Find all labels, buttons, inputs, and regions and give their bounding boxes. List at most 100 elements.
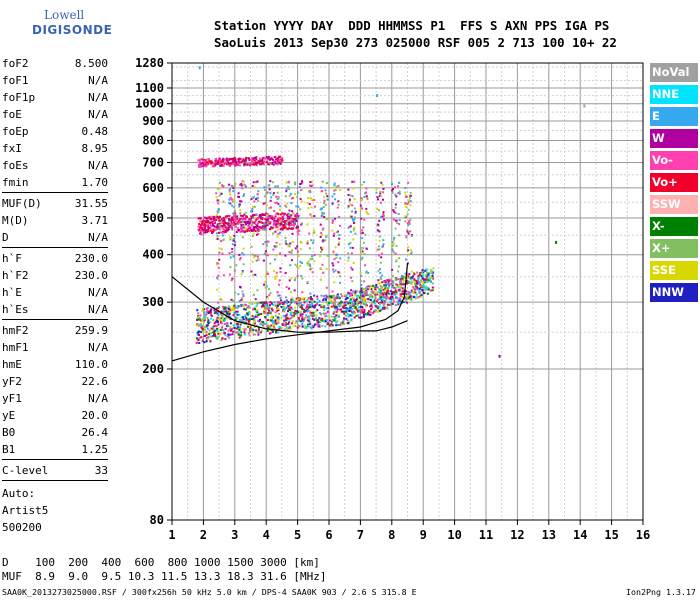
echo-dot	[378, 282, 381, 285]
echo-dot	[285, 314, 288, 317]
echo-dot	[204, 226, 207, 229]
echo-dot	[216, 210, 219, 213]
x-tick-label: 10	[447, 528, 461, 542]
echo-dot	[424, 287, 427, 290]
echo-dot	[334, 316, 337, 319]
echo-dot	[421, 273, 424, 276]
echo-dot	[424, 279, 427, 282]
echo-dot	[291, 296, 294, 299]
echo-dot	[409, 200, 412, 203]
echo-dot	[197, 217, 200, 220]
echo-dot	[427, 273, 430, 276]
echo-dot	[300, 304, 303, 307]
echo-dot	[420, 285, 423, 288]
echo-dot	[334, 310, 337, 313]
echo-dot	[407, 208, 410, 211]
echo-dot	[293, 220, 296, 223]
echo-dot	[284, 272, 287, 275]
echo-dot	[199, 331, 202, 334]
echo-dot	[316, 295, 319, 298]
echo-dot	[297, 300, 300, 303]
echo-dot	[234, 291, 237, 294]
echo-dot	[290, 277, 293, 280]
echo-dot	[377, 245, 380, 248]
echo-dot	[230, 221, 233, 224]
echo-dot	[413, 289, 416, 292]
echo-dot	[264, 224, 267, 227]
echo-dot	[347, 292, 350, 295]
echo-dot	[284, 236, 287, 239]
echo-dot	[238, 258, 241, 261]
echo-dot	[364, 292, 367, 295]
echo-dot	[271, 158, 274, 161]
echo-dot	[233, 214, 236, 217]
echo-dot	[236, 313, 239, 316]
x-tick-label: 4	[263, 528, 270, 542]
echo-dot	[283, 224, 286, 227]
echo-dot	[223, 225, 226, 228]
echo-dot	[226, 322, 229, 325]
echo-dot	[277, 213, 280, 216]
echo-dot	[220, 218, 223, 221]
echo-dot	[382, 293, 385, 296]
echo-dot	[221, 231, 224, 234]
echo-dot	[364, 289, 367, 292]
echo-dot	[297, 297, 300, 300]
echo-dot	[319, 208, 322, 211]
echo-dot	[391, 279, 394, 282]
echo-dot	[205, 313, 208, 316]
echo-dot	[205, 221, 208, 224]
echo-dot	[266, 222, 269, 225]
echo-dot	[283, 300, 286, 303]
echo-dot	[282, 220, 285, 223]
echo-dot	[263, 308, 266, 311]
echo-dot	[223, 308, 226, 311]
echo-dot	[375, 310, 378, 313]
echo-dot	[277, 328, 280, 331]
echo-dot	[404, 297, 407, 300]
echo-dot	[363, 181, 366, 184]
echo-dot	[271, 181, 274, 184]
params-group4: hmF2 259.9 hmF1 N/A hmE 110.0 yF2 22.6 yF1 N/…	[2, 322, 108, 458]
echo-dot	[201, 328, 204, 331]
echo-dot	[202, 160, 205, 163]
echo-dot	[308, 301, 311, 304]
param-row: h`F 230.0	[2, 250, 108, 267]
echo-dot	[421, 281, 424, 284]
echo-dot	[239, 218, 242, 221]
echo-dot	[289, 290, 292, 293]
echo-dot	[207, 336, 210, 339]
echo-dot	[319, 320, 322, 323]
echo-dot	[310, 267, 313, 270]
echo-dot	[225, 157, 228, 160]
echo-dot	[378, 248, 381, 251]
echo-dot	[240, 331, 243, 334]
echo-dot	[203, 316, 206, 319]
echo-dot	[285, 205, 288, 208]
echo-dot	[240, 230, 243, 233]
echo-dot	[283, 220, 286, 223]
echo-dot	[275, 322, 278, 325]
echo-dot	[360, 258, 363, 261]
echo-dot	[372, 286, 375, 289]
echo-dot	[403, 276, 406, 279]
echo-dot	[199, 220, 202, 223]
echo-dot	[269, 329, 272, 332]
echo-dot	[328, 324, 331, 327]
echo-dot	[268, 288, 271, 291]
echo-dot	[215, 226, 218, 229]
echo-dot	[335, 321, 338, 324]
echo-dot	[265, 274, 268, 277]
echo-dot	[218, 224, 221, 227]
echo-dot	[334, 198, 337, 201]
echo-dot	[406, 301, 409, 304]
echo-dot	[273, 156, 276, 159]
echo-dot	[417, 296, 420, 299]
echo-dot	[204, 163, 207, 166]
echo-dot	[240, 226, 243, 229]
echo-dot	[211, 215, 214, 218]
echo-dot	[420, 271, 423, 274]
echo-dot	[253, 186, 256, 189]
echo-dot	[335, 324, 338, 327]
echo-dot	[263, 228, 266, 231]
